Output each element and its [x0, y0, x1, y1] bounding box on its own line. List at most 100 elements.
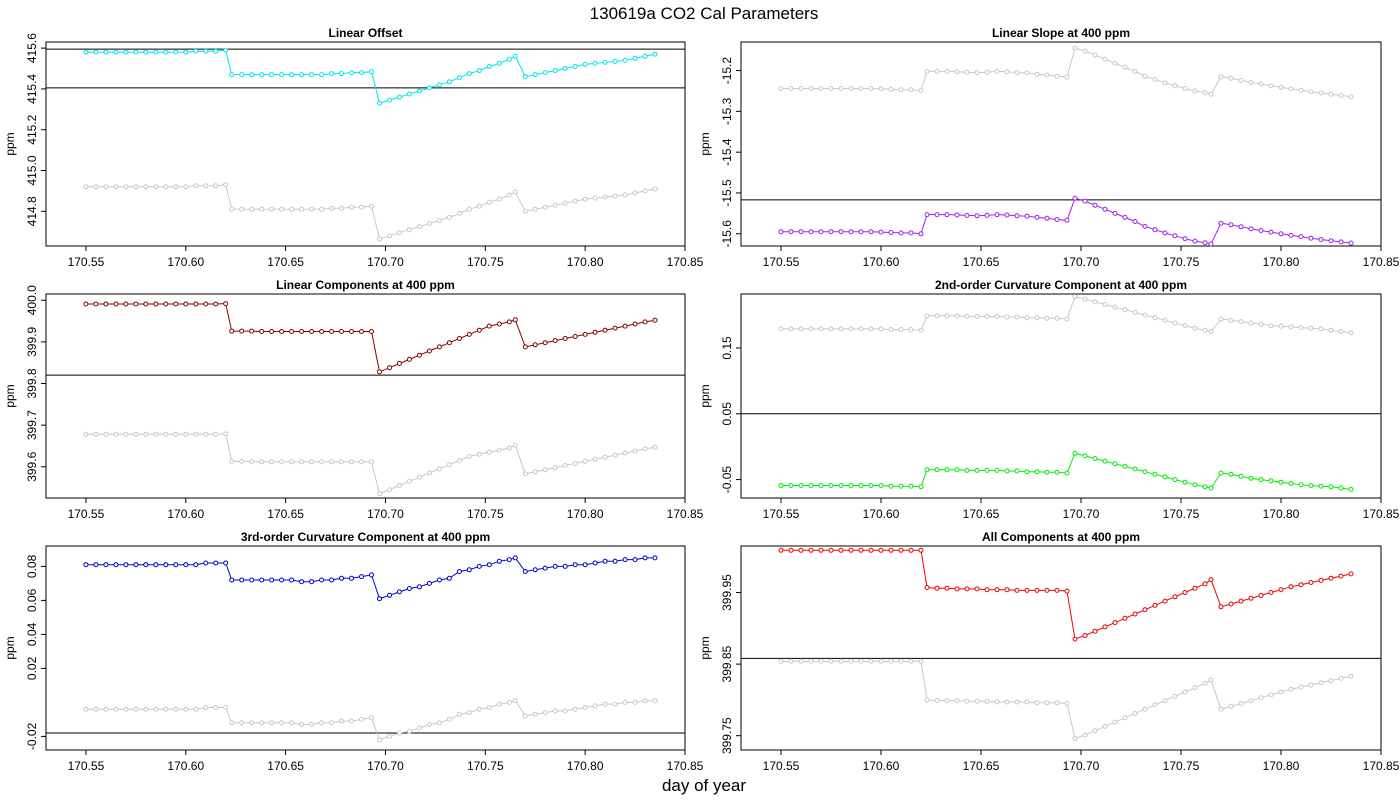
data-point [848, 547, 854, 553]
data-point [1132, 711, 1138, 716]
data-point [239, 720, 245, 726]
data-point [377, 596, 382, 602]
data-point [994, 313, 1000, 319]
data-point [1102, 458, 1108, 464]
data-point [1054, 587, 1060, 593]
data-point [83, 301, 89, 307]
data-point [329, 71, 335, 77]
data-point [652, 444, 658, 450]
data-point [868, 326, 874, 332]
data-point [1288, 86, 1294, 92]
data-point [924, 585, 930, 590]
data-point [456, 75, 462, 81]
data-point [289, 459, 295, 465]
data-point [193, 706, 199, 712]
data-point [289, 206, 295, 212]
data-point [954, 698, 960, 704]
series-line [781, 295, 1352, 334]
data-point [788, 326, 794, 332]
data-point [1308, 325, 1314, 331]
data-point [486, 199, 492, 205]
data-point [1082, 453, 1088, 459]
data-point [522, 569, 528, 574]
data-point [828, 547, 834, 553]
data-point [878, 229, 884, 235]
data-point [123, 706, 129, 712]
y-tick-label: -15.2 [720, 57, 734, 85]
data-point [329, 577, 335, 583]
data-point [103, 431, 109, 437]
data-point [299, 72, 305, 78]
data-point [1192, 238, 1198, 244]
data-point [223, 705, 229, 710]
data-point [944, 585, 950, 591]
data-point [1208, 329, 1214, 334]
series-line [85, 303, 656, 373]
data-point [329, 720, 335, 726]
data-point [878, 483, 884, 488]
data-point [406, 227, 412, 233]
data-point [858, 658, 864, 664]
data-point [1082, 732, 1088, 738]
data-point [173, 184, 179, 190]
data-point [632, 55, 638, 61]
data-point [1248, 226, 1254, 232]
y-tick-label: 399.95 [720, 574, 734, 611]
data-point [778, 483, 784, 488]
data-point [329, 459, 335, 465]
data-point [878, 658, 884, 664]
data-point [934, 68, 940, 74]
data-point [964, 69, 970, 75]
data-point [339, 718, 344, 724]
data-point [798, 229, 804, 235]
data-point [377, 100, 382, 106]
data-point [213, 183, 219, 189]
data-point [387, 733, 392, 739]
data-point [572, 198, 578, 204]
data-point [1034, 71, 1040, 77]
panel-title: Linear Offset [328, 26, 402, 40]
data-point [466, 453, 472, 459]
data-point [1054, 315, 1060, 321]
data-point [838, 483, 844, 488]
y-tick-label: 0.02 [25, 656, 39, 680]
data-point [1308, 235, 1314, 241]
y-tick-label: 415.0 [25, 155, 39, 185]
data-point [612, 58, 618, 64]
data-point [163, 49, 169, 55]
data-point [898, 230, 904, 236]
data-point [369, 203, 374, 209]
data-point [239, 72, 245, 78]
x-tick-label: 170.65 [963, 507, 1000, 521]
data-point [259, 459, 265, 465]
data-point [572, 334, 578, 339]
y-tick-label: -0.05 [720, 466, 734, 494]
data-point [868, 229, 874, 235]
data-point [1192, 325, 1198, 331]
x-tick-label: 170.70 [1063, 759, 1100, 773]
data-point [1228, 317, 1234, 323]
data-point [868, 86, 874, 91]
data-point [974, 313, 980, 319]
data-point [984, 587, 990, 593]
data-point [562, 200, 568, 206]
data-point [838, 86, 844, 91]
data-point [632, 190, 638, 196]
data-point [213, 48, 219, 54]
data-point [934, 313, 940, 319]
data-point [1328, 327, 1334, 333]
data-point [83, 49, 89, 55]
data-point [934, 212, 940, 218]
data-point [562, 563, 568, 569]
series-1 [83, 555, 658, 602]
data-point [339, 71, 344, 77]
data-point [183, 49, 189, 55]
data-point [532, 206, 538, 212]
data-point [1202, 90, 1208, 96]
data-point [113, 301, 119, 307]
data-point [223, 301, 229, 307]
data-point [1064, 316, 1070, 322]
data-point [1318, 483, 1324, 489]
data-point [964, 698, 970, 704]
data-point [1268, 692, 1274, 698]
